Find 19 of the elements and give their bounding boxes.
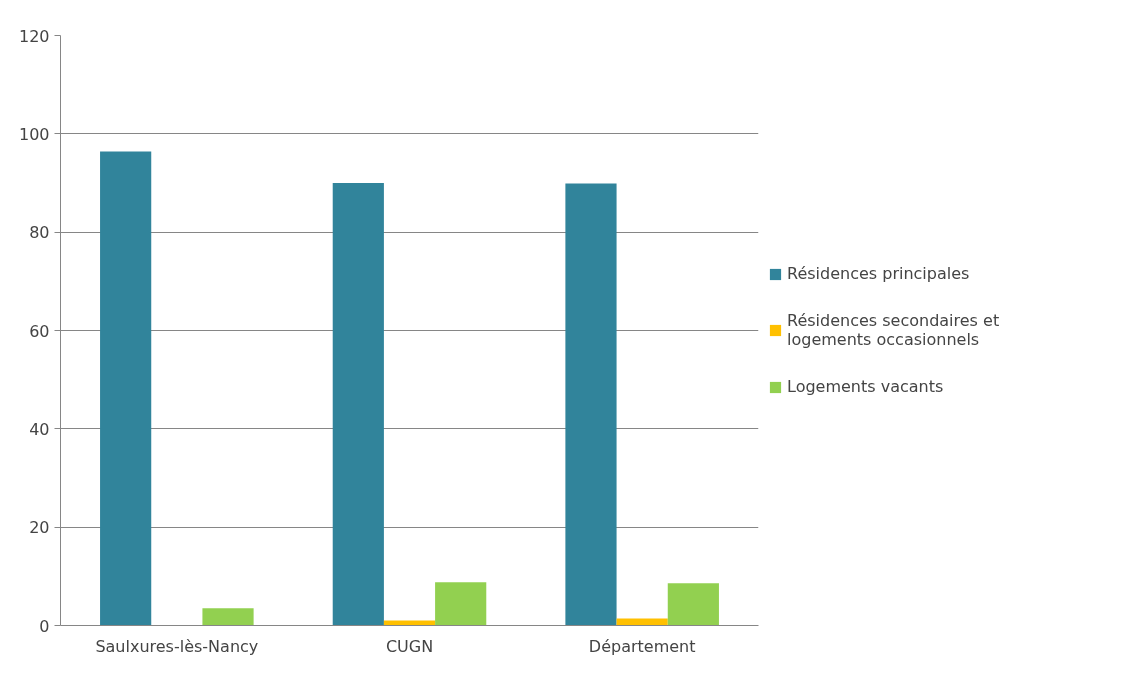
y-tick-label: 60	[29, 321, 50, 341]
legend-label: Résidences principales	[787, 264, 970, 283]
y-tick-label: 0	[39, 616, 50, 636]
bar	[667, 583, 719, 626]
x-tick-label: CUGN	[385, 636, 434, 656]
y-tick-label: 100	[18, 124, 50, 144]
bar	[565, 183, 617, 626]
legend-label: Logements vacants	[787, 377, 944, 396]
bar	[100, 151, 152, 626]
bar	[202, 608, 254, 626]
bar	[332, 183, 384, 626]
y-tick-label: 40	[29, 419, 50, 439]
x-tick-label: Département	[588, 636, 696, 656]
y-tick-label: 80	[29, 223, 50, 243]
bar	[435, 582, 487, 626]
y-tick-label: 20	[29, 518, 50, 538]
x-tick-label: Saulxures-lès-Nancy	[95, 636, 259, 656]
y-tick-label: 120	[18, 26, 50, 46]
legend-label: Résidences secondaires et logements occasionnels	[787, 311, 1000, 349]
